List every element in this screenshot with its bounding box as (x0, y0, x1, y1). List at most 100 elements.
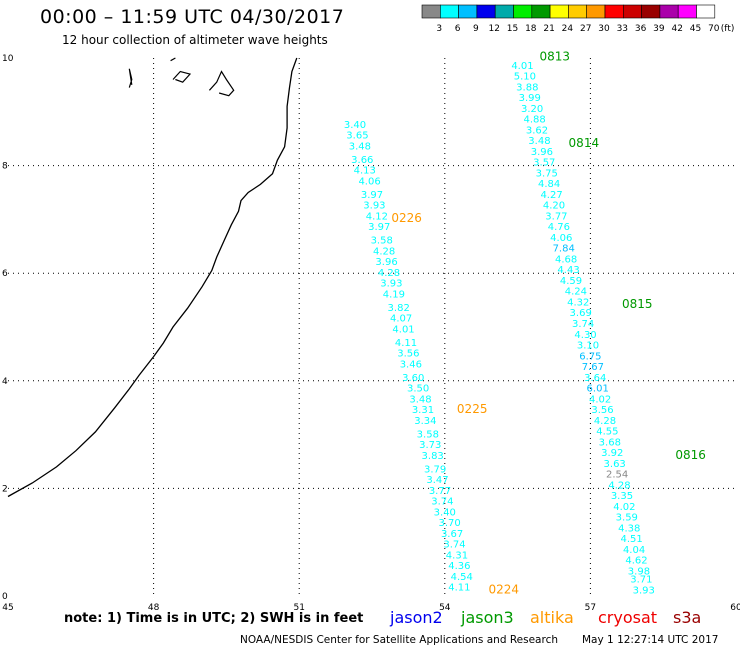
wave-height-value: 3.48 (349, 141, 371, 152)
wave-height-value: 3.40 (434, 507, 456, 518)
wave-height-value: 3.77 (545, 211, 567, 222)
coastline (7, 57, 298, 498)
wave-height-value: 3.48 (528, 136, 550, 147)
wave-height-value: 4.13 (354, 166, 376, 177)
wave-height-value: 3.69 (570, 308, 592, 319)
legend-s3a: s3a (673, 608, 702, 627)
wave-height-value: 3.20 (521, 104, 543, 115)
wave-height-value: 4.31 (446, 550, 468, 561)
wave-height-value: 5.10 (514, 72, 536, 83)
x-tick-label: 57 (585, 603, 596, 613)
wave-height-value: 3.62 (526, 125, 548, 136)
legend-jason2: jason2 (390, 608, 443, 627)
color-scale-label: 27 (580, 24, 591, 34)
wave-height-value: 4.06 (358, 176, 380, 187)
color-scale-label: 6 (455, 24, 461, 34)
wave-height-value: 3.68 (599, 437, 621, 448)
wave-height-value: 3.83 (422, 451, 444, 462)
map-subtitle: 12 hour collection of altimeter wave hei… (62, 33, 328, 47)
wave-height-value: 3.58 (371, 236, 393, 247)
wave-height-value: 3.93 (633, 585, 655, 596)
legend-jason3: jason3 (461, 608, 514, 627)
wave-height-value: 4.84 (538, 179, 560, 190)
pass-time-label: 0814 (569, 136, 600, 150)
wave-height-value: 3.56 (397, 349, 419, 360)
pass-time-label: 0813 (539, 50, 570, 64)
wave-height-value: 4.59 (560, 276, 582, 287)
wave-height-value: 4.55 (596, 427, 618, 438)
wave-height-value: 4.62 (625, 556, 647, 567)
wave-height-value: 6.75 (579, 351, 601, 362)
wave-height-value: 4.24 (565, 287, 587, 298)
wave-height-value: 3.98 (628, 566, 650, 577)
wave-height-value: 4.07 (390, 314, 412, 325)
wave-height-value: 4.02 (589, 394, 611, 405)
wave-height-value: 4.51 (621, 534, 643, 545)
wave-height-value: 4.54 (451, 572, 473, 583)
wave-height-value: 3.96 (531, 147, 553, 158)
wave-height-value: 3.93 (380, 279, 402, 290)
wave-height-value: 4.28 (378, 268, 400, 279)
wave-height-value: 4.11 (448, 583, 470, 594)
wave-height-value: 4.36 (448, 561, 470, 572)
wave-height-value: 4.01 (511, 61, 533, 72)
wave-height-value: 3.75 (536, 168, 558, 179)
wave-height-value: 3.57 (533, 158, 555, 169)
pass-time-label: 0226 (391, 211, 422, 225)
color-scale-label: 12 (488, 24, 499, 34)
x-tick-label: 54 (439, 603, 451, 613)
color-scale-label: 45 (690, 24, 701, 34)
y-tick-label: 2 (2, 484, 8, 494)
wave-height-value: 3.74 (431, 497, 453, 508)
color-scale-label: 39 (653, 24, 665, 34)
color-scale-label: 9 (473, 24, 479, 34)
pass-time-label: 0224 (488, 582, 519, 596)
color-scale-label: 18 (525, 24, 537, 34)
island (128, 68, 133, 88)
color-swatch (696, 4, 716, 19)
wave-height-value: 4.19 (383, 289, 405, 300)
wave-height-value: 4.68 (555, 254, 577, 265)
wave-height-value: 3.48 (409, 394, 431, 405)
wave-height-value: 3.99 (519, 93, 541, 104)
map-title: 00:00 – 11:59 UTC 04/30/2017 (40, 6, 345, 28)
wave-height-value: 3.35 (611, 491, 633, 502)
island (208, 70, 235, 97)
x-tick-label: 51 (293, 603, 304, 613)
wave-height-value: 3.70 (439, 518, 461, 529)
pass-time-label: 0225 (457, 402, 488, 416)
wave-height-value: 3.67 (441, 529, 463, 540)
wave-height-value: 4.88 (523, 115, 545, 126)
y-tick-label: 8 (2, 162, 8, 172)
credit-text: NOAA/NESDIS Center for Satellite Applica… (240, 634, 558, 646)
wave-height-value: 3.73 (419, 440, 441, 451)
wave-height-value: 3.71 (630, 575, 652, 586)
color-scale-label: 33 (617, 24, 628, 34)
wave-height-value: 7.84 (553, 244, 575, 255)
wave-height-value: 4.20 (543, 201, 565, 212)
x-tick-label: 60 (730, 603, 740, 613)
wave-height-value: 3.58 (417, 429, 439, 440)
color-scale-label: 15 (507, 24, 518, 34)
wave-height-value: 4.32 (567, 297, 589, 308)
color-scale-legend: 3 6 9 12 15 18 21 24 27 30 33 36 39 42 45 70 (ft) (421, 4, 735, 34)
color-scale-unit: (ft) (721, 24, 735, 34)
wave-height-value: 3.50 (407, 384, 429, 395)
wave-height-value: 4.11 (395, 338, 417, 349)
wave-height-value: 3.10 (577, 341, 599, 352)
color-scale-label: 36 (635, 24, 647, 34)
wave-height-value: 3.59 (616, 513, 638, 524)
wave-height-value: 4.28 (594, 416, 616, 427)
wave-height-value: 4.12 (366, 211, 388, 222)
wave-height-value: 4.30 (574, 330, 596, 341)
x-tick-label: 45 (2, 603, 13, 613)
wave-height-value: 3.60 (402, 373, 424, 384)
wave-height-value: 3.63 (604, 459, 626, 470)
wave-height-value: 4.28 (608, 480, 630, 491)
y-tick-label: 6 (2, 269, 8, 279)
wave-height-value: 3.47 (426, 475, 448, 486)
wave-height-value: 3.46 (400, 359, 422, 370)
wave-height-value: 4.28 (373, 246, 395, 257)
y-tick-label: 4 (2, 377, 8, 387)
